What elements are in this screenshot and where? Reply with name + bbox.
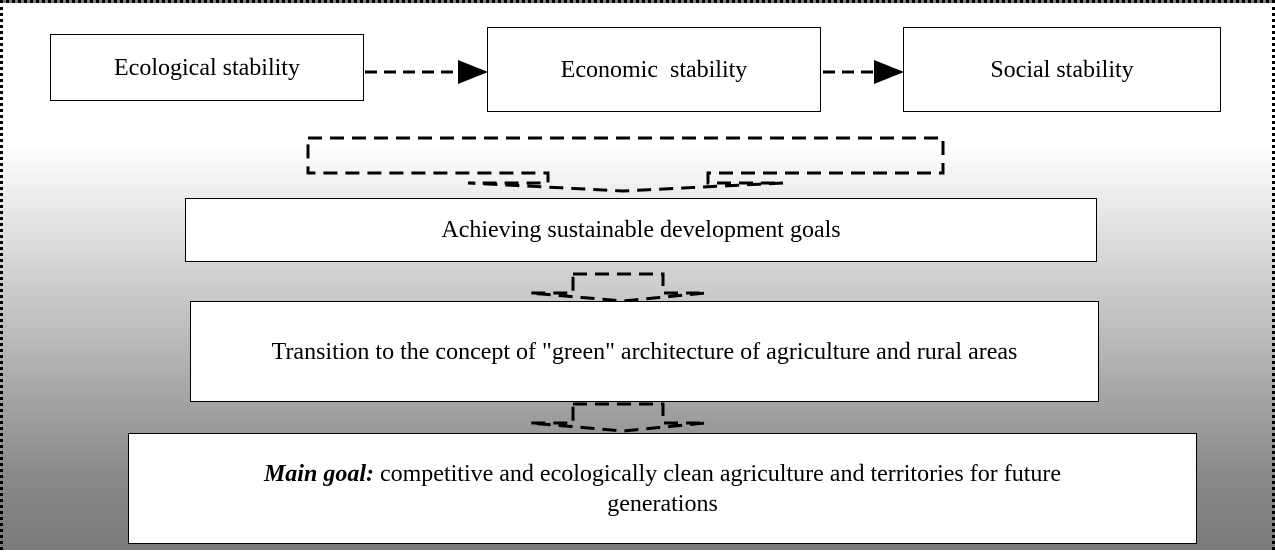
- node-label: Economic stability: [560, 56, 748, 83]
- node-label: Social stability: [990, 56, 1134, 83]
- connectors: [306, 60, 945, 433]
- node: Transition to the concept of "green" arc…: [190, 301, 1099, 402]
- node-label: Transition to the concept of "green" arc…: [271, 338, 1018, 365]
- node: Social stability: [903, 27, 1221, 112]
- node: Main goal: competitive and ecologically …: [128, 433, 1197, 544]
- node: Achieving sustainable development goals: [185, 198, 1097, 262]
- node-label: Achieving sustainable development goals: [441, 217, 841, 243]
- node-text: competitive and ecologically clean agric…: [379, 460, 1062, 517]
- node: Ecological stability: [50, 34, 364, 101]
- block-arrow: [529, 402, 707, 433]
- block-arrow: [306, 136, 945, 193]
- node-label: Ecological stability: [114, 54, 300, 81]
- block-arrow: [529, 272, 707, 303]
- emphasis: Main goal:: [263, 460, 374, 487]
- node-label: Main goal: competitive and ecologically …: [219, 459, 1106, 519]
- node: Economic stability: [487, 27, 821, 112]
